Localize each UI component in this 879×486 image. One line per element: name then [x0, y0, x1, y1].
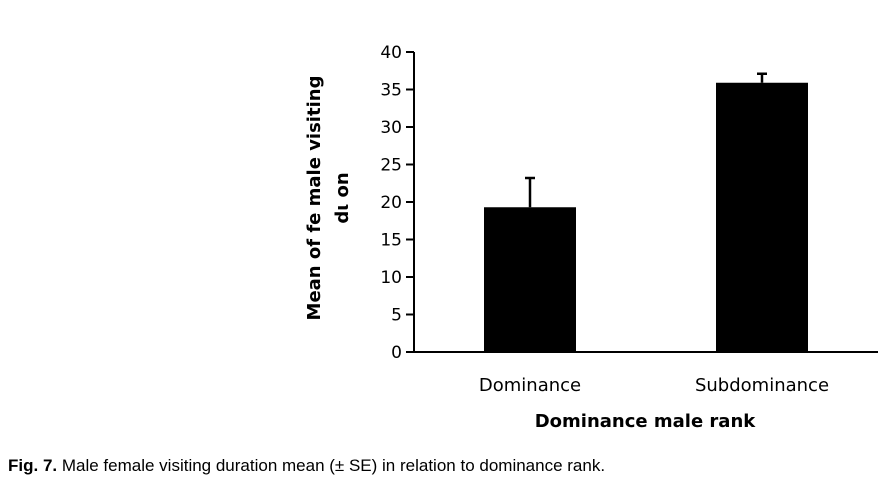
y-tick-label: 0	[391, 343, 402, 363]
bar	[716, 82, 808, 352]
y-axis-title-line2: dι on	[332, 172, 353, 223]
y-tick-label: 30	[380, 118, 402, 138]
y-tick-label: 25	[380, 156, 402, 176]
y-axis-title-line1: Mean of fe male visiting	[304, 76, 325, 321]
y-tick-label: 20	[380, 193, 402, 213]
bars	[484, 72, 808, 352]
y-tick-label: 40	[380, 43, 402, 63]
y-tick-label: 15	[380, 231, 402, 251]
x-category-label: Subdominance	[695, 375, 829, 396]
x-category-label: Dominance	[479, 375, 581, 396]
x-axis-title: Dominance male rank	[535, 411, 757, 432]
y-tick-label: 10	[380, 268, 402, 288]
x-axis: Dominance Subdominance	[414, 351, 878, 396]
bar	[484, 207, 576, 352]
figure-caption: Fig. 7. Male female visiting duration me…	[8, 456, 605, 476]
y-tick-label: 35	[380, 81, 402, 101]
bar-chart: 0 5 10 15 20 25 30 35 40 Dominance Subdominance D…	[304, 43, 878, 432]
y-axis: 0 5 10 15 20 25 30 35 40	[380, 43, 415, 363]
y-tick-label: 5	[391, 306, 402, 326]
figure-caption-label: Fig. 7.	[8, 456, 58, 475]
figure-caption-text: Male female visiting duration mean (± SE…	[57, 456, 606, 475]
